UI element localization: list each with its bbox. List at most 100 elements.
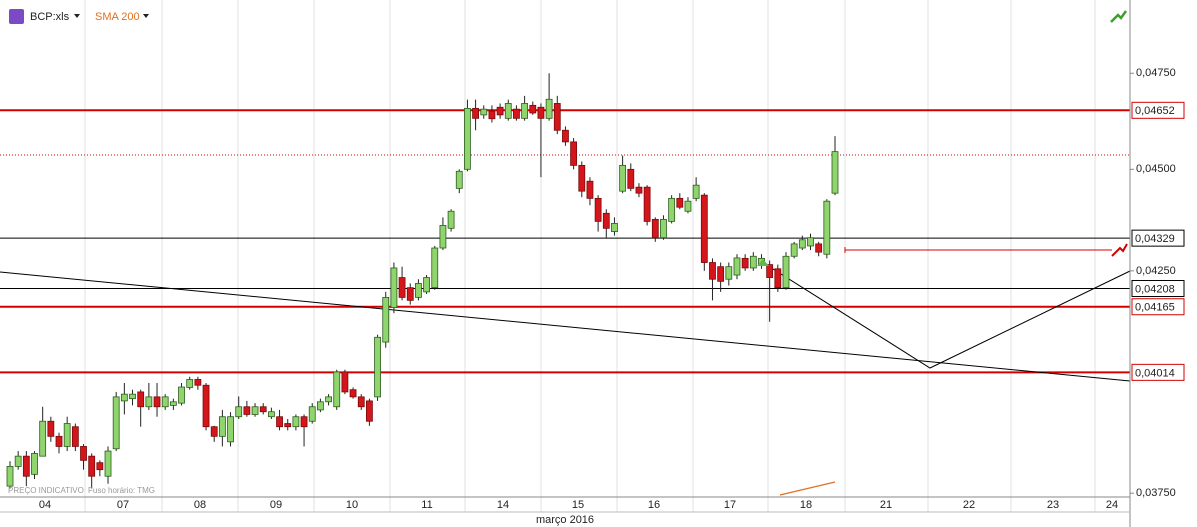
- candle-body: [120, 393, 128, 402]
- candle-body: [651, 218, 659, 239]
- candle-body: [513, 108, 520, 119]
- x-tick-label: 17: [724, 499, 736, 511]
- candle-body: [545, 98, 553, 119]
- candle-body: [472, 107, 479, 119]
- candle-body: [129, 393, 136, 400]
- candle-body: [602, 212, 610, 229]
- candle-body: [741, 257, 749, 269]
- candle-body: [537, 106, 545, 119]
- candle-body: [815, 243, 823, 253]
- candle-body: [31, 452, 38, 475]
- candle-body: [415, 283, 422, 298]
- x-tick-label: 15: [572, 499, 584, 511]
- level-label-box: [1131, 101, 1185, 119]
- candle-body: [733, 257, 741, 276]
- candle-body: [594, 197, 602, 222]
- candle-body: [349, 389, 357, 398]
- candle-body: [145, 396, 153, 408]
- candle-body: [504, 103, 512, 119]
- candle-body: [178, 386, 185, 404]
- trend-line[interactable]: [761, 261, 1131, 369]
- candle-body: [300, 416, 308, 428]
- candle-body: [480, 108, 488, 116]
- indicator-label[interactable]: SMA 200: [95, 11, 140, 23]
- level-label: 0,04329: [1135, 233, 1175, 245]
- candle-body: [611, 223, 618, 232]
- candle-body: [333, 371, 341, 408]
- y-tick-label: 0,04250: [1136, 265, 1176, 277]
- candle-body: [194, 379, 202, 386]
- candle-body: [390, 267, 398, 308]
- candle-body: [96, 462, 104, 471]
- dropdown-arrow[interactable]: [74, 14, 80, 18]
- x-tick-label: 04: [39, 499, 51, 511]
- candle-body: [439, 225, 447, 249]
- x-tick-label: 08: [194, 499, 206, 511]
- level-label-box: [1131, 229, 1185, 247]
- candle-body: [292, 416, 300, 428]
- y-tick-label: 0,04750: [1136, 67, 1176, 79]
- candle-body: [80, 446, 87, 461]
- x-tick-label: 22: [963, 499, 975, 511]
- candle-body: [423, 277, 430, 293]
- candle-body: [137, 391, 145, 408]
- candle-body: [635, 186, 643, 194]
- trend-icon[interactable]: [1110, 10, 1128, 23]
- candle-body: [259, 406, 267, 413]
- x-tick-label: 07: [117, 499, 129, 511]
- candle-body: [398, 277, 406, 298]
- candle-body: [186, 379, 194, 388]
- candle-body: [243, 406, 251, 415]
- candle-body: [488, 110, 496, 120]
- candle-body: [382, 296, 390, 343]
- x-tick-label: 14: [497, 499, 509, 511]
- candle-body: [47, 420, 55, 437]
- candle-body: [521, 103, 529, 119]
- candle-body: [39, 420, 47, 457]
- instrument-title[interactable]: BCP:xls: [30, 11, 70, 23]
- candle-body: [823, 200, 831, 255]
- x-tick-label: 18: [800, 499, 812, 511]
- candle-body: [807, 237, 814, 247]
- candle-body: [357, 396, 365, 408]
- candle-body: [6, 466, 14, 487]
- alert-icon[interactable]: [1111, 243, 1128, 257]
- level-label: 0,04652: [1135, 105, 1175, 117]
- dropdown-arrow[interactable]: [143, 14, 149, 18]
- x-axis-title: março 2016: [536, 514, 594, 526]
- candle-body: [668, 197, 676, 222]
- candle-body: [692, 184, 700, 199]
- candle-body: [341, 371, 349, 393]
- marker-triangle: [757, 259, 769, 266]
- timezone-note: Fuso horário: TMG: [88, 486, 155, 495]
- level-label-box: [1131, 298, 1185, 316]
- candle-body: [766, 264, 774, 278]
- candle-body: [227, 416, 234, 443]
- candle-body: [366, 400, 373, 422]
- candle-body: [55, 435, 63, 447]
- candle-body: [496, 106, 504, 116]
- candle-body: [169, 401, 177, 406]
- level-label: 0,04165: [1135, 302, 1175, 314]
- candle-body: [619, 164, 627, 192]
- candle-body: [112, 396, 120, 450]
- level-label: 0,04014: [1135, 367, 1175, 379]
- candle-body: [790, 243, 798, 257]
- sma-line: [779, 481, 836, 496]
- grid: [0, 0, 1130, 512]
- candle-body: [586, 180, 594, 199]
- candle-body: [71, 426, 79, 447]
- candle-body: [202, 384, 210, 428]
- candle-body: [308, 406, 316, 422]
- candle-body: [464, 107, 471, 170]
- candle-body: [831, 151, 839, 194]
- candle-body: [88, 455, 96, 477]
- x-tick-label: 10: [346, 499, 358, 511]
- candle-body: [570, 141, 578, 166]
- candle-body: [643, 186, 651, 222]
- candle-body: [14, 455, 22, 467]
- y-tick-label: 0,03750: [1136, 487, 1176, 499]
